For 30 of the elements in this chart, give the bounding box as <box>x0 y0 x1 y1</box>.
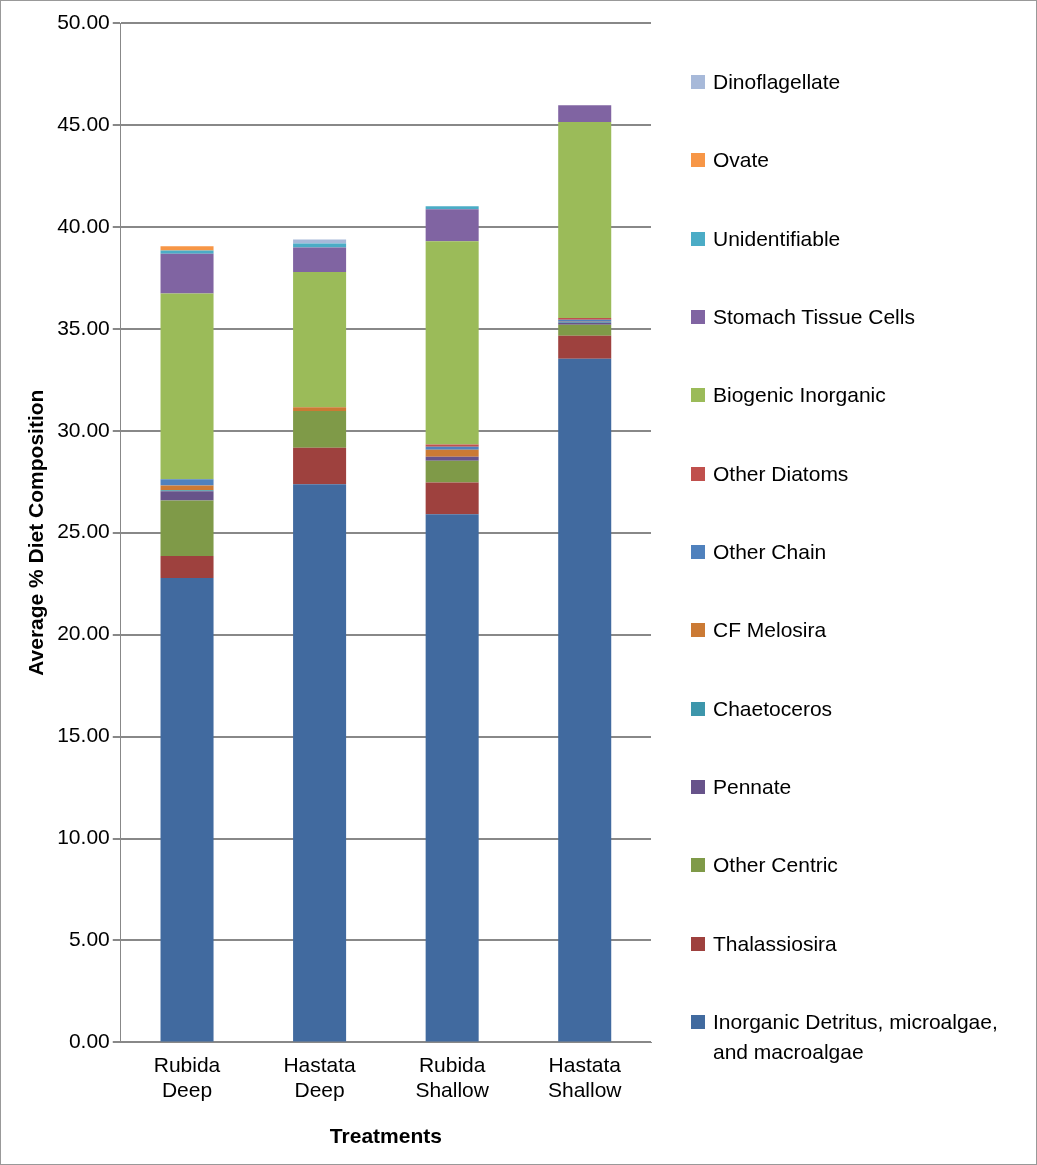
y-tick-label: 0.00 <box>68 1029 110 1053</box>
legend-label: Ovate <box>713 147 770 174</box>
legend-label: Dinoflagellate <box>713 69 841 95</box>
y-tick-label: 50.00 <box>57 9 110 33</box>
y-tick-label: 40.00 <box>57 213 110 237</box>
y-tick-label: 25.00 <box>57 519 110 543</box>
y-tick-label: 15.00 <box>57 723 110 747</box>
x-tick-label: Hastata Deep <box>283 1052 357 1101</box>
legend-label: CF Melosira <box>713 617 827 644</box>
legend-label: Unidentifiable <box>713 225 841 252</box>
x-tick-label: Rubida Deep <box>153 1052 221 1101</box>
x-tick-label: Hastata Shallow <box>547 1052 623 1101</box>
y-tick-label: 30.00 <box>57 417 110 441</box>
x-axis-title: Treatments <box>329 1124 442 1148</box>
legend-label: Thalassiosira <box>713 930 837 957</box>
y-tick-label: 45.00 <box>57 111 110 135</box>
legend-label: Pennate <box>713 773 792 800</box>
legend-label: Stomach Tissue Cells <box>713 304 915 330</box>
legend-label: Biogenic Inorganic <box>713 382 886 409</box>
legend-label: Inorganic Detritus, microalgae, and macroalgae <box>713 1008 999 1065</box>
legend-label: Other Diatoms <box>713 460 849 487</box>
x-tick-label: Rubida Shallow <box>415 1052 490 1101</box>
y-tick-label: 5.00 <box>68 927 110 951</box>
y-tick-label: 35.00 <box>57 315 110 339</box>
y-axis-title: Average % Diet Composition <box>24 389 48 676</box>
legend-label: Chaetoceros <box>713 695 833 722</box>
y-tick-label: 20.00 <box>57 621 110 645</box>
y-tick-label: 10.00 <box>57 825 110 849</box>
legend-label: Other Centric <box>713 852 838 879</box>
legend-label: Other Chain <box>713 538 827 565</box>
